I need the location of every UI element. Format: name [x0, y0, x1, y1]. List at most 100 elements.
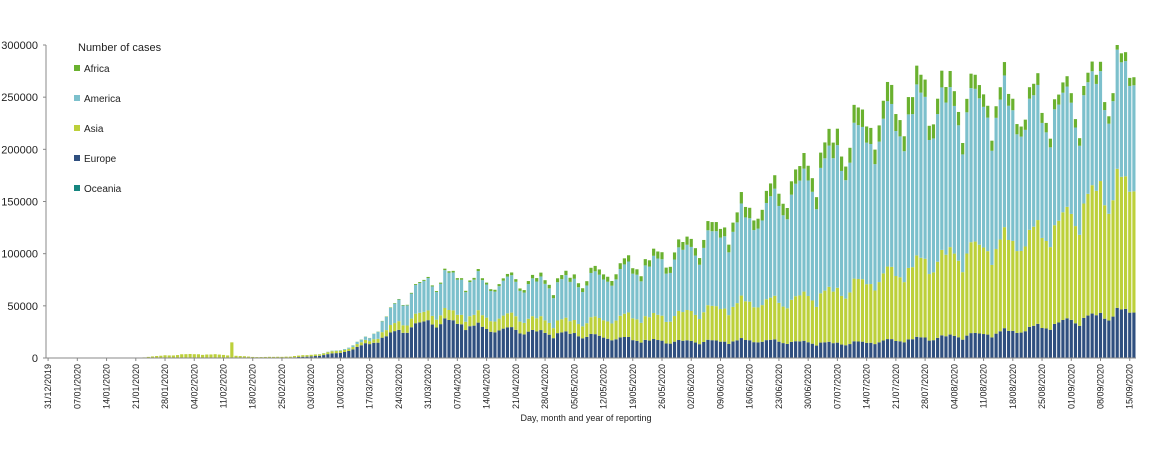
- bar-segment-africa: [501, 278, 505, 281]
- bar-segment-africa: [1078, 138, 1082, 146]
- bar-segment-asia: [626, 312, 631, 337]
- bar-segment-america: [702, 247, 706, 313]
- bar-segment-america: [1086, 82, 1090, 194]
- bar-segment-africa: [710, 222, 714, 232]
- bar-segment-america: [697, 264, 702, 320]
- bar-segment-europe: [455, 323, 459, 358]
- bar-segment-europe: [944, 336, 948, 358]
- bar-segment-asia: [685, 310, 689, 341]
- bar-segment-europe: [664, 343, 668, 358]
- bar-segment-asia: [1128, 191, 1132, 313]
- bar-segment-asia: [931, 272, 936, 341]
- bar-segment-america: [560, 279, 564, 320]
- bar-segment-europe: [301, 356, 305, 358]
- bar-segment-america: [948, 87, 952, 248]
- bar-segment-africa: [614, 274, 618, 280]
- bar-segment-asia: [781, 306, 785, 344]
- bar-segment-europe: [614, 339, 618, 358]
- bar-segment-europe: [1069, 319, 1073, 358]
- bar-segment-africa: [756, 218, 760, 229]
- bar-segment-africa: [718, 228, 723, 238]
- bar-segment-africa: [764, 190, 768, 203]
- x-tick-label: 11/08/2020: [979, 364, 989, 408]
- x-tick-label: 05/05/2020: [569, 364, 579, 409]
- bar-segment-asia: [539, 316, 543, 331]
- bar-segment-europe: [572, 333, 576, 358]
- bar-segment-america: [1073, 127, 1078, 227]
- bar-segment-asia: [430, 315, 434, 325]
- bar-segment-asia: [873, 290, 877, 345]
- bar-segment-europe: [547, 334, 551, 358]
- bar-segment-africa: [447, 271, 451, 273]
- bar-segment-europe: [426, 320, 430, 358]
- bar-segment-africa: [873, 149, 877, 165]
- x-tick-labels: 31/12/2019 07/01/2020 14/01/2020 21/01/2020…: [43, 358, 1135, 409]
- bar-segment-europe: [1027, 326, 1032, 358]
- bar-segment-america: [672, 259, 677, 317]
- bar-segment-america: [839, 170, 844, 296]
- bar-segment-asia: [1015, 251, 1019, 333]
- bar-segment-america: [1036, 84, 1040, 221]
- bar-segment-europe: [322, 355, 326, 358]
- bar-segment-asia: [1090, 185, 1094, 314]
- bar-segment-africa: [940, 70, 944, 88]
- bar-segment-asia: [1115, 168, 1119, 308]
- bar-segment-africa: [409, 292, 414, 294]
- bar-segment-asia: [614, 320, 618, 340]
- bar-segment-asia: [860, 279, 865, 342]
- bar-segment-europe: [739, 338, 743, 358]
- bar-segment-america: [593, 271, 597, 317]
- bar-segment-america: [936, 114, 940, 262]
- bar-segment-america: [388, 307, 393, 326]
- bar-segment-europe: [764, 340, 768, 358]
- bar-segment-asia: [668, 321, 672, 344]
- bar-segment-europe: [1057, 322, 1061, 358]
- bar-segment-africa: [639, 276, 643, 282]
- bar-segment-africa: [781, 203, 785, 216]
- bar-segment-africa: [401, 305, 405, 306]
- bar-segment-europe: [522, 334, 526, 358]
- bar-segment-europe: [626, 336, 631, 358]
- bar-segment-africa: [489, 289, 493, 291]
- bar-segment-asia: [1073, 226, 1078, 324]
- bar-segment-america: [873, 164, 877, 291]
- bar-segment-america: [355, 341, 359, 345]
- x-tick-label: 11/02/2020: [218, 364, 228, 408]
- bar-segment-europe: [768, 339, 773, 358]
- bar-segment-africa: [1115, 45, 1119, 50]
- bar-segment-africa: [706, 221, 710, 231]
- bar-segment-europe: [430, 324, 434, 358]
- bar-segment-america: [1103, 110, 1107, 206]
- bar-segment-europe: [961, 339, 965, 358]
- bar-segment-africa: [981, 94, 986, 107]
- bar-segment-asia: [581, 326, 585, 339]
- bar-segment-europe: [743, 340, 748, 358]
- bar-segment-asia: [910, 267, 915, 340]
- bar-segment-america: [894, 131, 898, 277]
- bar-segment-america: [556, 282, 560, 321]
- bar-segment-europe: [343, 351, 347, 358]
- bar-segment-europe: [647, 340, 652, 358]
- bar-segment-asia: [1107, 213, 1111, 321]
- legend-label-europe: Europe: [84, 154, 117, 165]
- bar-segment-america: [844, 180, 848, 299]
- x-tick-label: 04/08/2020: [949, 364, 959, 409]
- bar-segment-asia: [230, 342, 234, 358]
- x-tick-label: 15/09/2020: [1125, 364, 1135, 409]
- bar-segment-europe: [351, 349, 355, 358]
- bar-segment-america: [518, 290, 522, 322]
- bar-segment-asia: [1032, 226, 1036, 326]
- bar-segment-asia: [965, 253, 969, 336]
- bar-segment-america: [798, 180, 802, 296]
- bar-segment-europe: [948, 334, 952, 358]
- bar-segment-america: [1023, 129, 1027, 247]
- bar-segment-europe: [718, 341, 723, 358]
- bar-segment-africa: [397, 298, 401, 300]
- bar-segment-africa: [568, 277, 572, 282]
- legend: Number of cases Africa America Asia Europe O…: [74, 42, 162, 195]
- bar-segment-europe: [752, 342, 756, 358]
- bar-segment-asia: [794, 296, 798, 342]
- bar-segment-asia: [1007, 239, 1011, 331]
- bar-segment-europe: [1048, 329, 1052, 358]
- bar-segment-asia: [915, 255, 919, 337]
